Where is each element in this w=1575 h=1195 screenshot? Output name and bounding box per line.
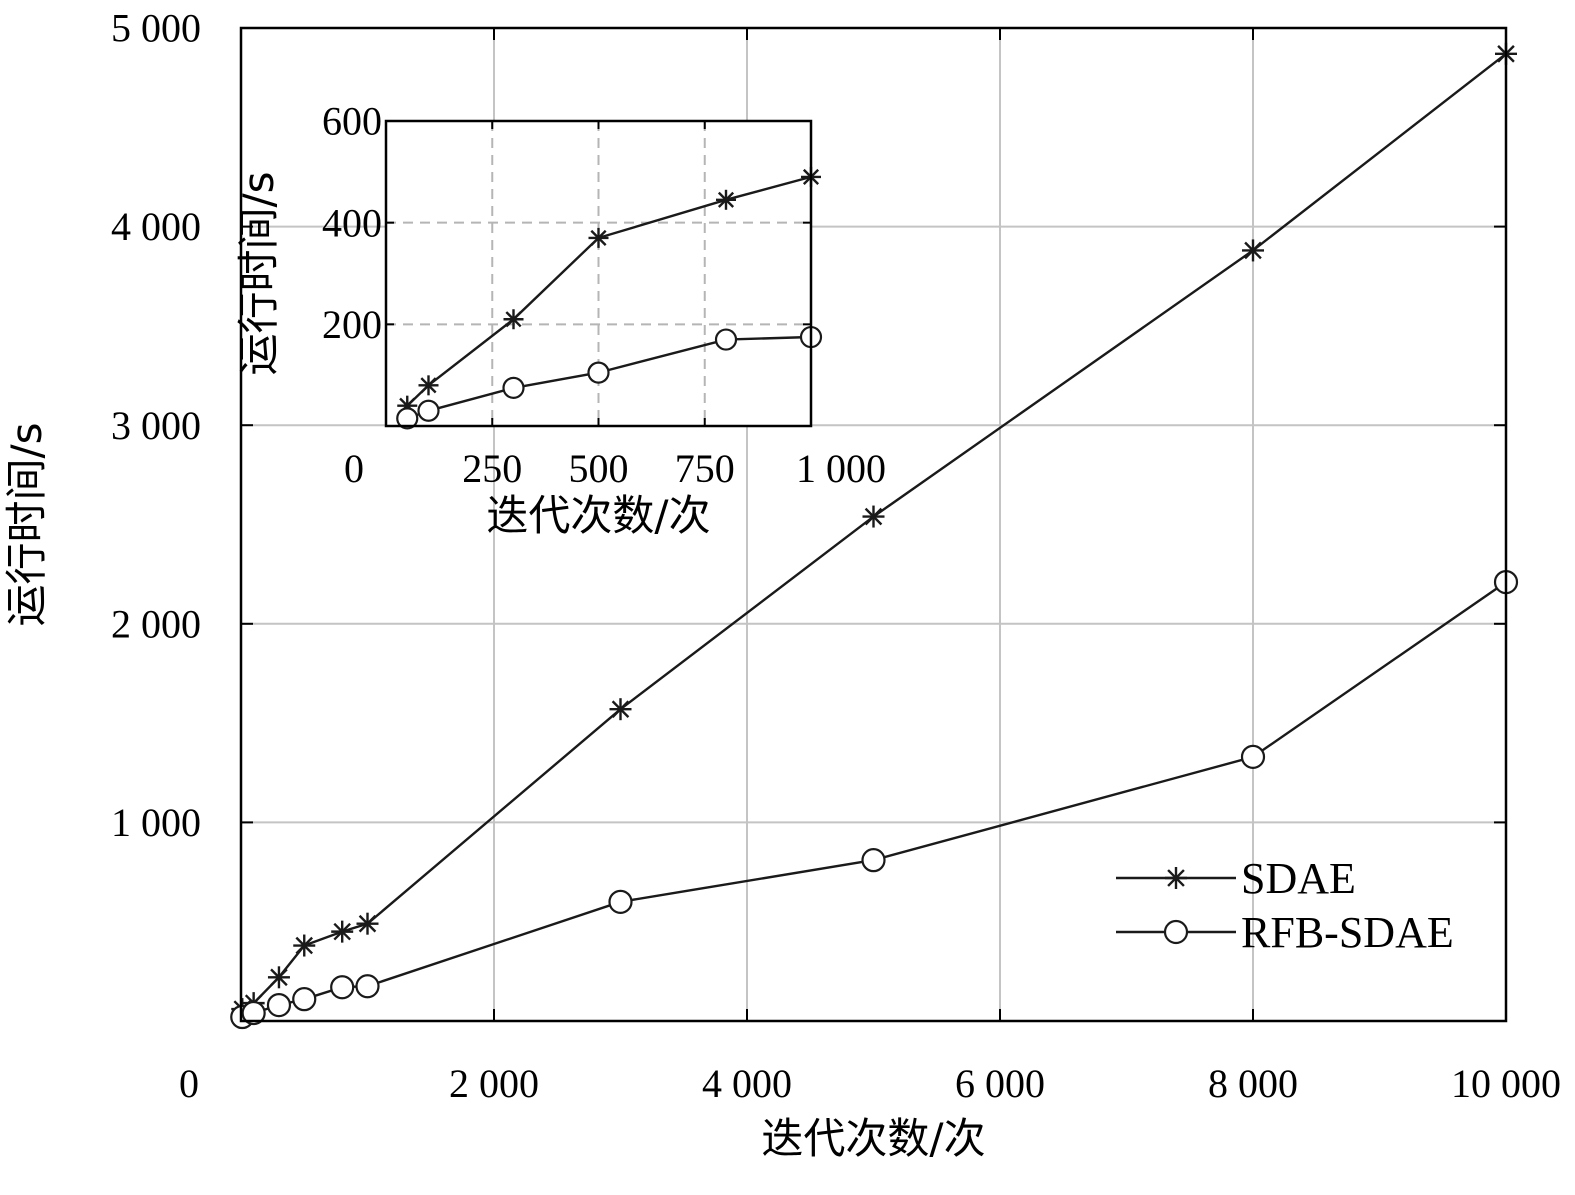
- main-data-point: [608, 889, 633, 914]
- main-data-point-stroke-3: [864, 507, 883, 526]
- main-data-point: [292, 987, 317, 1012]
- main-x-tick-label: 10 000: [1451, 1061, 1561, 1106]
- main-chart: 0 2 000 4 000 6 000 8 000 10 000 1 000 2 000 3 0…: [2, 6, 1561, 1163]
- main-data-point-shape: [292, 987, 317, 1012]
- legend-marker: [1163, 919, 1189, 945]
- main-data-point-stroke-3: [1244, 241, 1262, 260]
- main-data-point: [1240, 744, 1266, 769]
- main-data-point: [861, 848, 886, 873]
- main-data-point-stroke-3: [611, 700, 630, 718]
- inset-y-tick-label: 200: [322, 302, 382, 347]
- inset-x-tick-label: 250: [462, 446, 522, 491]
- main-x-axis-title: 迭代次数/次: [761, 1114, 985, 1163]
- legend-label: SDAE: [1241, 854, 1356, 903]
- main-x-tick-label: 4 000: [702, 1061, 792, 1106]
- legend-marker: [1165, 867, 1187, 889]
- main-y-tick-label: 3 000: [111, 403, 201, 448]
- inset-x-axis-title: 迭代次数/次: [486, 491, 710, 540]
- inset-data-point: [417, 399, 440, 422]
- inset-data-point: [503, 309, 524, 330]
- main-data-point: [609, 698, 632, 721]
- inset-y-axis-title: 运行时间/s: [234, 171, 283, 375]
- main-data-point-shape: [355, 974, 380, 999]
- main-x-tick-label: 2 000: [449, 1061, 539, 1106]
- inset-data-point: [587, 361, 610, 384]
- main-y-tick-label: 1 000: [111, 800, 201, 845]
- inset-data-point-stroke-3: [420, 377, 437, 394]
- inset-x-tick-label: 1 000: [796, 446, 886, 491]
- inset-data-point-stroke-3: [505, 311, 522, 328]
- main-data-point-shape: [861, 848, 886, 873]
- inset-y-tick-label: 600: [322, 99, 382, 144]
- inset-data-point: [716, 189, 736, 210]
- inset-x-tick-label: 500: [569, 446, 629, 491]
- legend: SDAE RFB-SDAE: [1116, 854, 1454, 957]
- inset-data-point-shape: [396, 407, 419, 430]
- main-data-point: [241, 1000, 266, 1026]
- legend-marker-stroke-3: [1167, 869, 1185, 887]
- inset-data-point: [502, 376, 525, 399]
- main-data-point: [293, 934, 316, 957]
- main-data-point-shape: [608, 889, 633, 914]
- main-y-tick-label: 4 000: [111, 204, 201, 249]
- inset-data-point-shape: [502, 376, 525, 399]
- main-series-line-sdae: [241, 52, 1507, 1011]
- inset-data-point-shape: [714, 328, 738, 351]
- main-data-point: [356, 912, 379, 935]
- legend-marker-shape: [1163, 919, 1189, 945]
- main-series-line-rfb-sdae: [241, 581, 1507, 1019]
- main-series-rfb-sdae: [230, 569, 1519, 1030]
- main-x-tick-label: 8 000: [1208, 1061, 1298, 1106]
- main-data-point: [266, 993, 292, 1018]
- main-x-tick-label: 0: [179, 1061, 199, 1106]
- legend-entry-rfb-sdae: RFB-SDAE: [1116, 908, 1454, 957]
- inset-data-point: [418, 375, 439, 396]
- main-x-tick-label: 6 000: [955, 1061, 1045, 1106]
- main-axes-frame: [239, 26, 1508, 1023]
- inset-chart: 0 250 500 750 1 000 200 400 600 迭代次数/次 运行时间/s: [234, 99, 886, 540]
- main-y-tick-label: 5 000: [111, 6, 201, 51]
- inset-data-point-shape: [417, 399, 440, 422]
- main-data-point-shape: [266, 993, 292, 1018]
- main-data-point-stroke-3: [270, 968, 288, 987]
- inset-data-point-stroke-3: [717, 191, 735, 208]
- inset-x-tick-label: 0: [344, 446, 364, 491]
- main-data-point: [862, 505, 885, 528]
- main-data-point-stroke-3: [333, 922, 351, 941]
- main-y-tick-label: 2 000: [111, 601, 201, 646]
- inset-data-point: [396, 407, 419, 430]
- main-data-point-shape: [330, 975, 355, 1000]
- main-data-point: [355, 974, 380, 999]
- inset-x-tick-label: 750: [675, 446, 735, 491]
- main-data-point-shape: [1240, 744, 1266, 769]
- legend-label: RFB-SDAE: [1241, 908, 1454, 957]
- inset-data-point: [588, 227, 609, 248]
- main-data-point: [267, 966, 290, 989]
- inset-axes-frame: [384, 119, 813, 428]
- inset-data-point-shape: [587, 361, 610, 384]
- main-data-point-stroke-3: [295, 936, 314, 955]
- inset-data-point-stroke-3: [590, 229, 607, 246]
- main-data-point: [330, 975, 355, 1000]
- main-y-axis-title: 运行时间/s: [2, 422, 51, 626]
- main-data-point: [331, 920, 354, 943]
- inset-y-tick-label: 400: [322, 200, 382, 245]
- main-data-point: [1242, 239, 1264, 262]
- main-data-point-stroke-3: [358, 914, 377, 933]
- inset-data-point: [714, 328, 738, 351]
- main-data-point-shape: [241, 1000, 266, 1026]
- legend-entry-sdae: SDAE: [1116, 854, 1356, 903]
